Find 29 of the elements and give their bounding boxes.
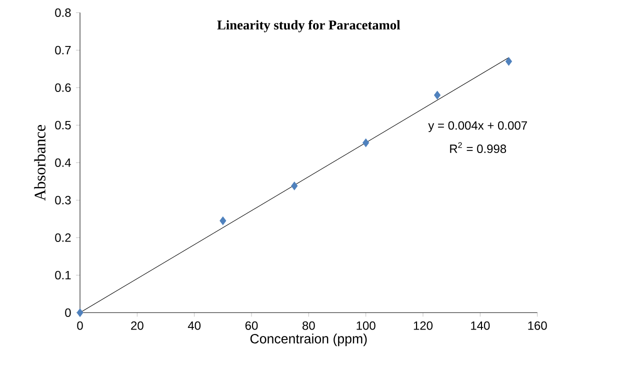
x-axis-title: Concentraion (ppm): [250, 334, 367, 346]
annotation: y = 0.004x + 0.007: [428, 121, 527, 132]
x-tick-label: 40: [188, 321, 201, 330]
annotation: R$^{2}$ = 0.998: [450, 142, 506, 154]
y-tick-label: 0.4: [55, 158, 71, 167]
text: Linearity study for Paracetamol: [217, 20, 400, 32]
point: [434, 90, 441, 100]
x-tick-label: 160: [528, 321, 547, 330]
x-tick-label: 80: [302, 321, 315, 330]
point: [505, 57, 512, 66]
x-tick-label: 120: [414, 321, 433, 330]
point: [76, 308, 84, 317]
y-tick-label: 0.3: [55, 196, 71, 204]
x-tick-label: 140: [471, 321, 490, 330]
point: [362, 138, 370, 148]
y-tick-label: 0.8: [55, 8, 71, 17]
y-tick-label: 0.2: [55, 233, 71, 242]
point: [291, 182, 298, 190]
y-tick-label: 0: [65, 308, 71, 317]
x-tick-label: 100: [356, 321, 376, 330]
y-tick-label: 0.1: [55, 270, 71, 280]
x-tick-label: 60: [245, 321, 258, 330]
x-tick-label: 20: [131, 321, 144, 330]
x-tick-label: 0: [77, 321, 83, 330]
y-tick-label: 0.7: [55, 46, 71, 54]
y-tick-label: 0.5: [55, 120, 71, 130]
y-axis-title: Absorbance: [34, 125, 46, 201]
y-tick-label: 0.6: [55, 83, 71, 92]
point: [220, 216, 226, 226]
